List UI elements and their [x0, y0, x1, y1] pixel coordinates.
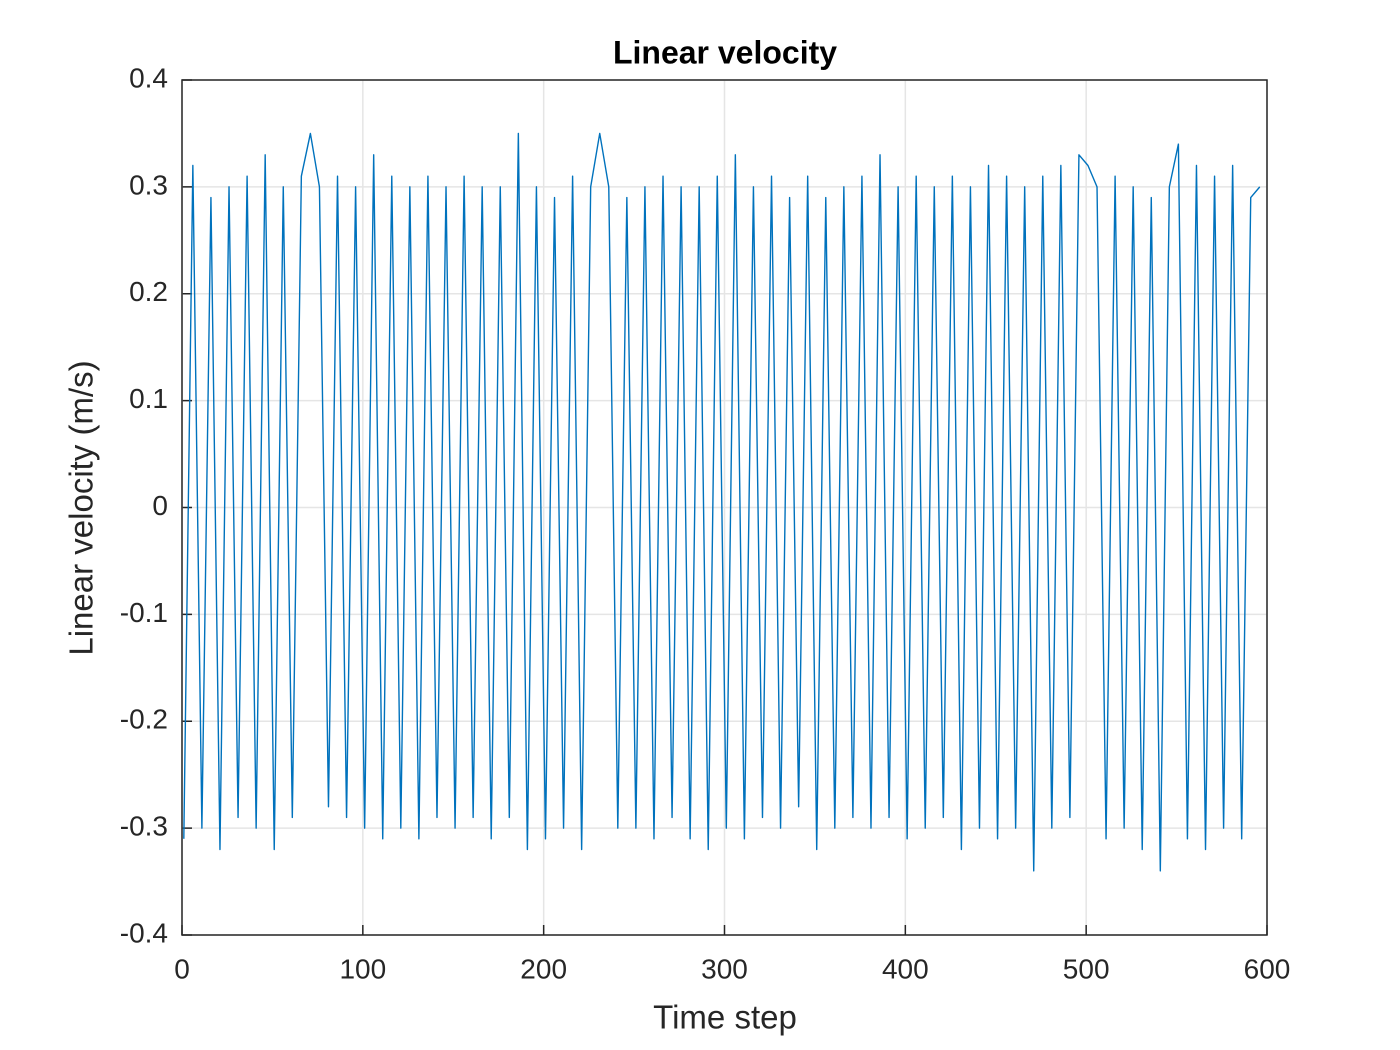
- x-tick-label: 0: [174, 953, 190, 984]
- y-tick-label: -0.3: [120, 811, 168, 842]
- x-axis-label: Time step: [653, 999, 797, 1036]
- axes-box: [181, 79, 1268, 936]
- x-tick-label: 600: [1244, 953, 1291, 984]
- y-tick-label: 0: [152, 490, 168, 521]
- data-line: [183, 132, 1261, 872]
- y-tick-label: 0.2: [129, 276, 168, 307]
- x-tick-label: 300: [701, 953, 748, 984]
- y-tick-label: 0.4: [129, 62, 168, 93]
- y-tick-label: 0.1: [129, 383, 168, 414]
- y-tick-label: 0.3: [129, 169, 168, 200]
- x-tick-label: 400: [882, 953, 929, 984]
- x-tick-label: 500: [1063, 953, 1110, 984]
- x-tick-label: 100: [339, 953, 386, 984]
- y-axis-label: Linear velocity (m/s): [63, 360, 100, 655]
- y-tick-label: -0.4: [120, 917, 168, 948]
- chart-title: Linear velocity: [613, 34, 837, 70]
- x-tick-label: 200: [520, 953, 567, 984]
- y-tick-label: -0.1: [120, 597, 168, 628]
- y-tick-label: -0.2: [120, 704, 168, 735]
